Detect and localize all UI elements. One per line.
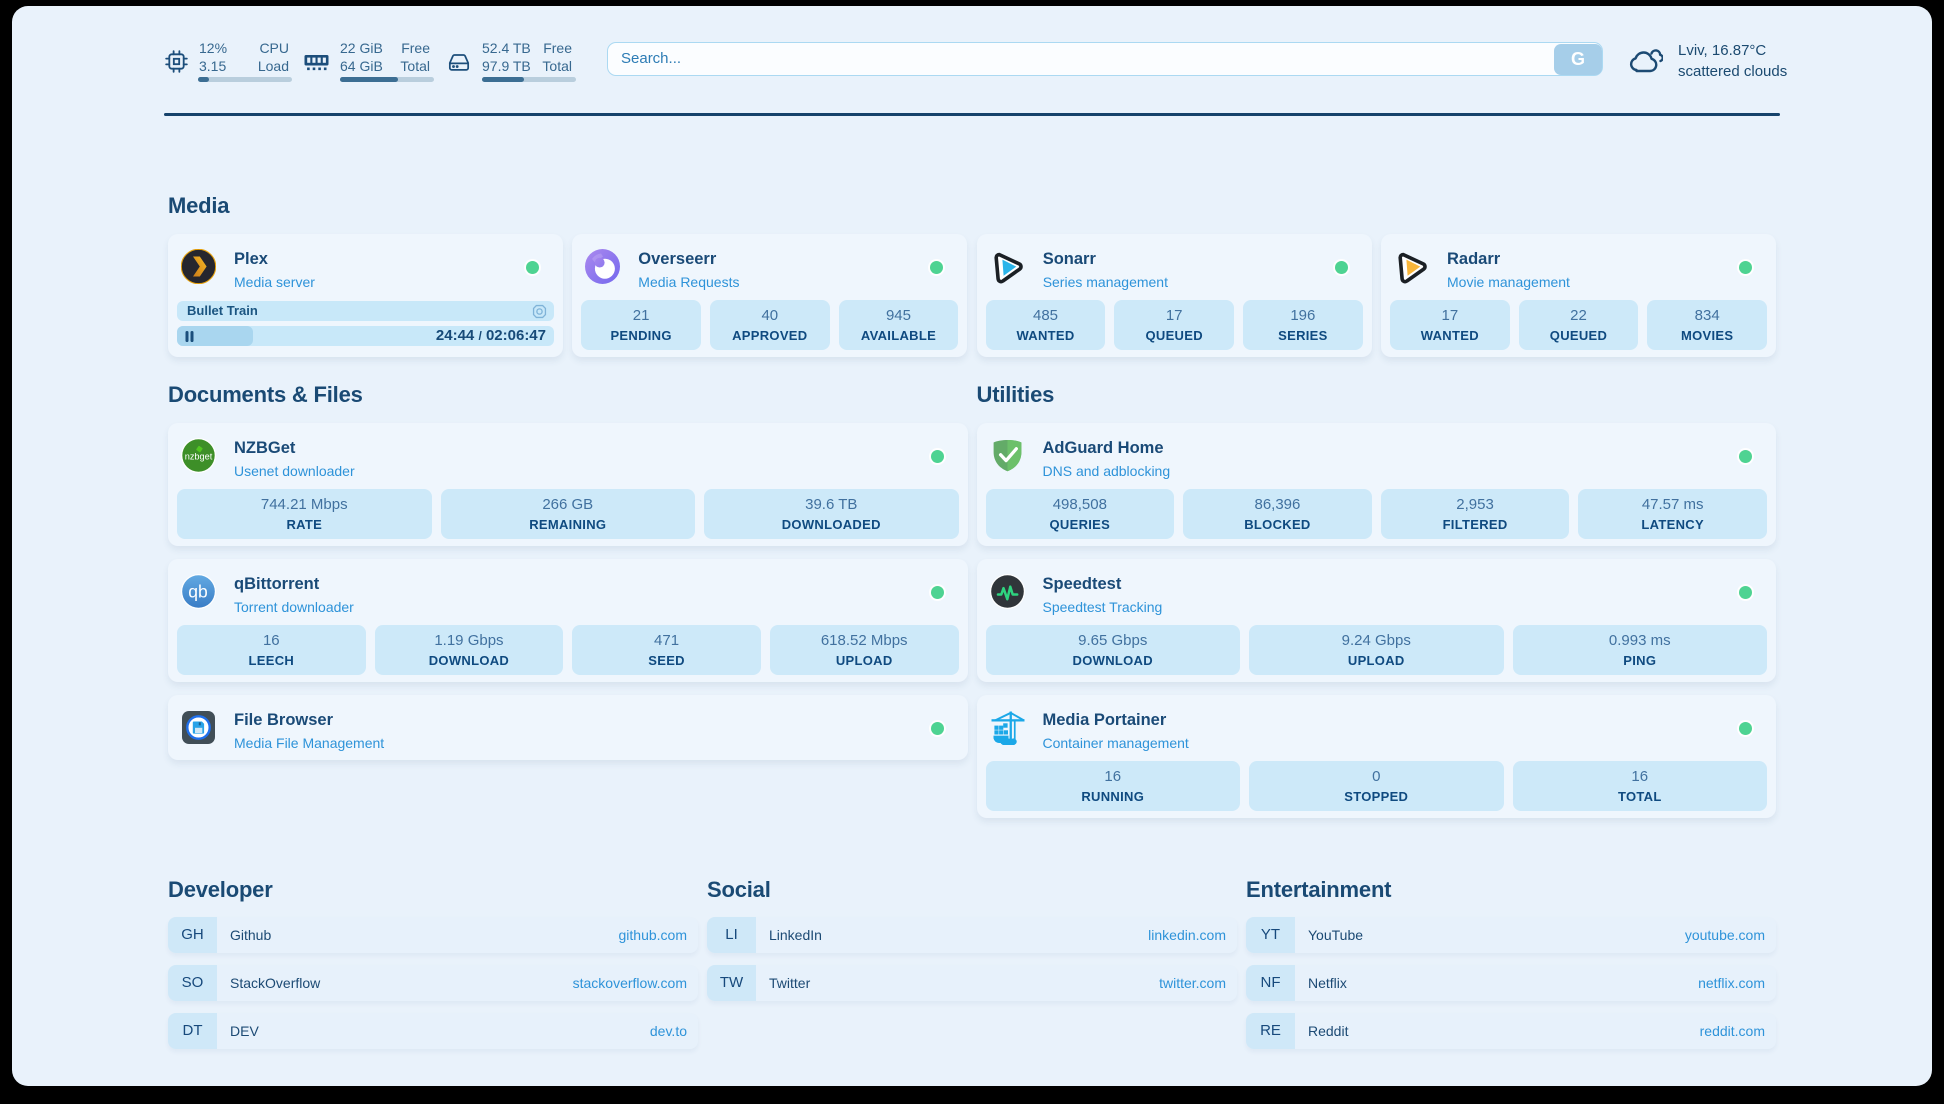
svg-text:nzbget: nzbget bbox=[185, 452, 213, 462]
svg-text:qb: qb bbox=[188, 582, 207, 602]
